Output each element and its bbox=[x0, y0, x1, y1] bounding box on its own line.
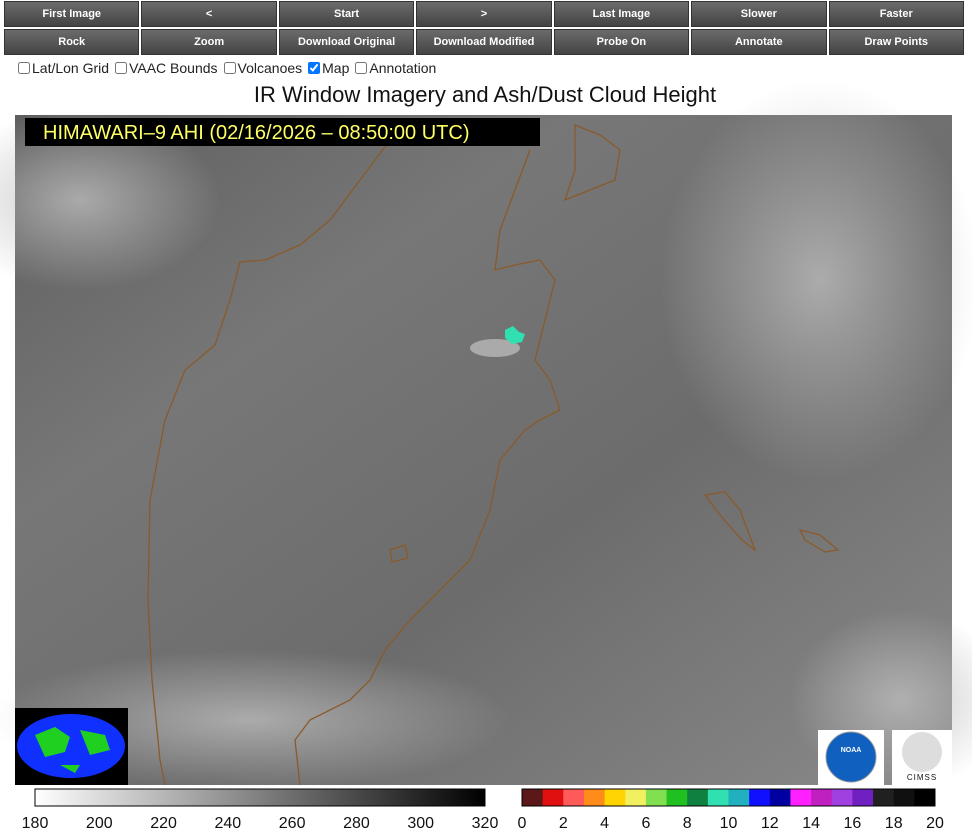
colorbar-tick-label: 320 bbox=[472, 815, 499, 832]
colorbar-swatch bbox=[790, 789, 812, 806]
button[interactable]: > bbox=[416, 1, 552, 27]
colorbar-tick-label: 280 bbox=[343, 815, 370, 832]
button[interactable]: < bbox=[141, 1, 277, 27]
option: Lat/Lon Grid bbox=[18, 60, 109, 76]
cimss-text: CIMSS bbox=[907, 773, 937, 782]
colorbar-swatch bbox=[811, 789, 833, 806]
colorbar-tick-label: 10 bbox=[720, 815, 738, 832]
colorbar-tick-label: 16 bbox=[844, 815, 862, 832]
checkbox[interactable] bbox=[115, 62, 128, 74]
button[interactable]: Start bbox=[278, 1, 415, 27]
button[interactable]: Faster bbox=[828, 1, 964, 27]
button[interactable]: Slower bbox=[691, 1, 827, 27]
globe-land bbox=[35, 727, 110, 773]
colorbar-swatch bbox=[831, 789, 853, 806]
button[interactable]: Probe On bbox=[553, 29, 690, 55]
option-label: VAAC Bounds bbox=[129, 60, 218, 76]
image-title: IR Window Imagery and Ash/Dust Cloud Hei… bbox=[254, 82, 716, 107]
checkbox[interactable] bbox=[223, 62, 236, 74]
checkbox[interactable] bbox=[308, 62, 321, 74]
button[interactable]: Download Modified bbox=[416, 29, 552, 55]
temperature-colorbar bbox=[34, 788, 486, 807]
button[interactable]: Draw Points bbox=[828, 29, 964, 55]
options: Lat/Lon Grid VAAC Bounds Volcanoes Map Annot… bbox=[18, 60, 436, 76]
button[interactable]: Last Image bbox=[553, 1, 690, 27]
colorbar-swatch bbox=[583, 789, 606, 806]
colorbar-tick-label: 14 bbox=[802, 815, 820, 832]
colorbar-border bbox=[521, 788, 936, 807]
cimss-logo bbox=[902, 732, 942, 772]
colorbar-tick-label: 300 bbox=[407, 815, 434, 832]
colorbar-swatch bbox=[852, 789, 874, 806]
colorbar-swatch bbox=[666, 789, 688, 806]
colorbar-swatch bbox=[893, 789, 915, 806]
colorbar-swatch bbox=[749, 789, 771, 806]
height-colorbar bbox=[521, 788, 936, 807]
option: Volcanoes bbox=[223, 60, 303, 76]
colorbar-tick-label: 0 bbox=[518, 815, 527, 832]
colorbar-tick-label: 12 bbox=[761, 815, 779, 832]
button[interactable]: Download Original bbox=[278, 29, 415, 55]
viewer: IR Window Imagery and Ash/Dust Cloud Hei… bbox=[0, 80, 972, 832]
button[interactable]: Annotate bbox=[691, 29, 827, 55]
coastlines bbox=[147, 124, 840, 786]
colorbar-tick-label: 20 bbox=[926, 815, 944, 832]
option: Map bbox=[308, 60, 349, 76]
option-label: Map bbox=[322, 60, 350, 76]
colorbar-swatch bbox=[728, 789, 750, 806]
checkbox[interactable] bbox=[18, 62, 30, 74]
colorbar-swatch bbox=[563, 789, 585, 806]
noaa-text: NOAA bbox=[841, 747, 862, 754]
option: Annotation bbox=[355, 60, 436, 76]
toolbar-row: First Image < Start > Last Image Slower Faster bbox=[4, 1, 964, 27]
colorbar-swatch bbox=[645, 789, 668, 806]
button[interactable]: Rock bbox=[4, 29, 140, 55]
checkbox[interactable] bbox=[355, 62, 368, 74]
colorbar-swatch bbox=[542, 789, 564, 806]
colorbar-tick-label: 4 bbox=[600, 815, 609, 832]
noaa-logo bbox=[825, 731, 877, 783]
option: VAAC Bounds bbox=[115, 60, 218, 76]
banner-bg bbox=[25, 118, 540, 146]
colorbar-tick-label: 6 bbox=[641, 815, 650, 832]
colorbar-swatch bbox=[873, 789, 895, 806]
ash-plume bbox=[470, 339, 520, 357]
ash-height-pixels bbox=[505, 326, 525, 344]
colorbar-tick-label: 200 bbox=[86, 815, 113, 832]
cloud bbox=[0, 110, 220, 290]
colorbar-swatch bbox=[769, 789, 791, 806]
colorbar-swatch bbox=[522, 789, 544, 806]
colorbar-swatch bbox=[914, 789, 936, 806]
colorbar-tick-label: 220 bbox=[150, 815, 177, 832]
colorbar-swatch bbox=[687, 789, 709, 806]
colorbar-swatch bbox=[625, 789, 647, 806]
option-label: Lat/Lon Grid bbox=[32, 60, 110, 76]
banner: HIMAWARI–9 AHI (02/16/2026 – 08:50:00 UT… bbox=[43, 122, 470, 144]
globe bbox=[17, 714, 125, 778]
colorbar-tick-label: 2 bbox=[559, 815, 568, 832]
colorbar-swatch bbox=[707, 789, 729, 806]
colorbar-tick-label: 8 bbox=[683, 815, 692, 832]
toolbar: First Image < Start > Last Image Slower Faster… bbox=[4, 1, 964, 57]
colorbar-swatch bbox=[604, 789, 626, 806]
colorbar-tick-label: 18 bbox=[885, 815, 903, 832]
toolbar-row: Rock Zoom Download Original Download Modifi… bbox=[4, 29, 964, 55]
colorbar-tick-label: 180 bbox=[22, 815, 49, 832]
option-label: Volcanoes bbox=[237, 60, 303, 76]
cloud bbox=[660, 80, 972, 480]
option-label: Annotation bbox=[369, 60, 437, 76]
colorbar-tick-label: 240 bbox=[215, 815, 242, 832]
colorbar-tick-label: 260 bbox=[279, 815, 306, 832]
button[interactable]: First Image bbox=[4, 1, 140, 27]
button[interactable]: Zoom bbox=[141, 29, 277, 55]
